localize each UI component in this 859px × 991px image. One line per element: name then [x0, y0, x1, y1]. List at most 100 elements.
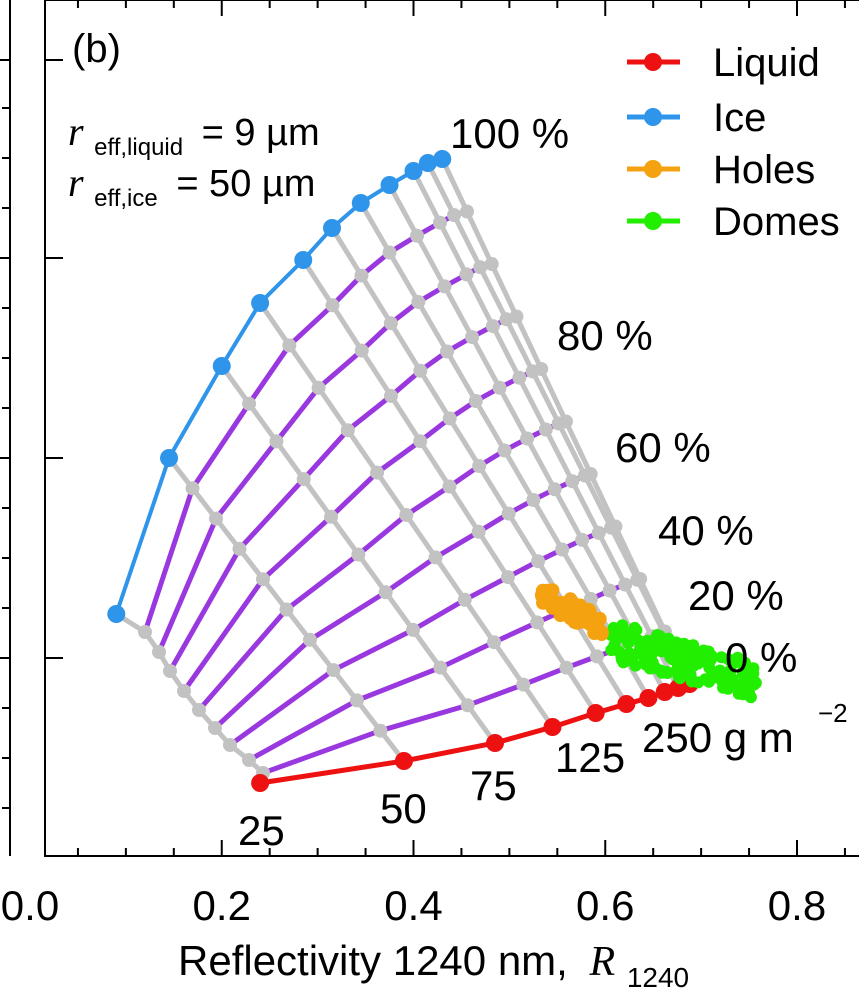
legend-label-ice: Ice — [713, 96, 766, 140]
mesh-node — [509, 309, 524, 324]
mesh-node — [152, 645, 166, 659]
mesh-node — [232, 541, 247, 556]
left-panel-ticks — [0, 59, 10, 809]
mesh-node — [296, 472, 311, 487]
lwp-label: 250 g m — [642, 714, 794, 761]
mesh-node — [538, 422, 553, 437]
mesh-node — [185, 481, 200, 496]
ice-point — [404, 162, 423, 180]
ice-point — [380, 176, 399, 194]
mesh-node — [555, 542, 570, 557]
mesh-node — [583, 592, 598, 606]
lwp-label: 50 — [380, 785, 427, 832]
dome-point — [737, 688, 749, 701]
mesh-node — [468, 394, 483, 408]
r-liquid-symbol: r — [68, 109, 84, 154]
mesh-node — [471, 524, 486, 539]
mesh-node — [324, 509, 339, 524]
mesh-node — [526, 493, 541, 507]
dome-point — [641, 634, 654, 647]
dome-point — [656, 666, 668, 679]
hole-point — [588, 614, 603, 628]
liquid-point — [251, 774, 270, 792]
mesh-node — [432, 215, 447, 230]
r-ice-subscript: eff,ice — [94, 185, 158, 212]
r-eff-ice-annotation: r eff,ice = 50 µm — [68, 160, 315, 215]
mesh-node — [485, 319, 500, 334]
x-tick-label: 0.0 — [1, 882, 59, 929]
dome-point — [717, 681, 730, 694]
mesh-node — [618, 577, 633, 592]
mesh-node — [437, 279, 452, 294]
dome-point — [622, 635, 635, 647]
mesh-node — [457, 592, 472, 607]
mesh-node — [138, 625, 152, 639]
mesh-node — [473, 260, 488, 275]
lwp-label: 125 — [555, 734, 625, 781]
mesh-node — [516, 677, 531, 692]
dome-point — [613, 645, 626, 658]
liquid-point — [586, 704, 605, 722]
dome-point — [628, 621, 641, 634]
liquid-point — [543, 718, 562, 736]
plot-frame — [44, 0, 859, 857]
mesh-node — [589, 649, 604, 664]
mesh-node — [370, 465, 385, 480]
mesh-node — [351, 547, 366, 562]
hole-point — [582, 603, 597, 618]
ice-point — [212, 357, 231, 375]
mesh-node — [279, 602, 294, 617]
mesh-node — [472, 459, 487, 473]
ice-fraction-labels: 100 % 80 % 60 % 40 % 20 % 0 % — [450, 110, 797, 681]
x-axis-label-text: Reflectivity 1240 nm, — [178, 937, 568, 984]
lwp-unit-exponent: −2 — [818, 698, 848, 728]
x-tick-label: 0.4 — [384, 882, 442, 929]
mesh-node — [223, 738, 237, 752]
ice-fraction-label: 20 % — [688, 572, 784, 619]
hole-point — [570, 608, 585, 623]
mesh-node — [512, 370, 527, 385]
ice-point — [251, 294, 270, 312]
mesh-node — [208, 511, 223, 526]
dome-point — [632, 634, 644, 647]
mesh-node — [378, 585, 393, 600]
mesh-node — [547, 482, 562, 497]
mesh-node — [583, 467, 598, 481]
ice-point — [433, 150, 452, 168]
mesh-node — [433, 660, 448, 675]
dome-point — [726, 672, 739, 685]
hole-point — [540, 590, 555, 605]
mesh-node — [608, 519, 623, 534]
mesh-node — [531, 554, 546, 569]
ice-point — [351, 194, 370, 212]
mesh-node — [282, 338, 297, 353]
mesh-node — [269, 434, 284, 449]
dome-point — [705, 649, 718, 662]
ice-point — [294, 251, 313, 269]
dome-point — [731, 651, 744, 664]
x-axis-symbol: R — [589, 939, 616, 985]
legend-marker-liquid — [644, 53, 662, 71]
dome-point — [640, 645, 653, 657]
x-tick-label: 0.2 — [193, 882, 251, 929]
dome-point — [748, 678, 761, 691]
ice-curve — [114, 157, 443, 615]
mesh-node — [530, 615, 545, 630]
mesh-node — [520, 431, 535, 446]
lwp-labels: 25 50 75 125 250 g m −2 — [238, 698, 848, 854]
mesh-node — [413, 363, 428, 378]
mesh-node — [242, 753, 256, 767]
mesh-node — [459, 204, 474, 219]
x-axis-label: Reflectivity 1240 nm, R 1240 — [178, 937, 689, 991]
mesh-node — [311, 380, 326, 395]
dome-point — [737, 665, 750, 678]
mesh-node — [591, 525, 606, 540]
legend-marker-domes — [644, 212, 662, 230]
mesh-node — [558, 414, 573, 429]
x-tick-label: 0.6 — [576, 882, 634, 929]
liquid-point — [639, 689, 658, 707]
mesh-node — [255, 572, 270, 587]
mesh-node — [487, 635, 502, 650]
panel-label: (b) — [72, 27, 121, 71]
